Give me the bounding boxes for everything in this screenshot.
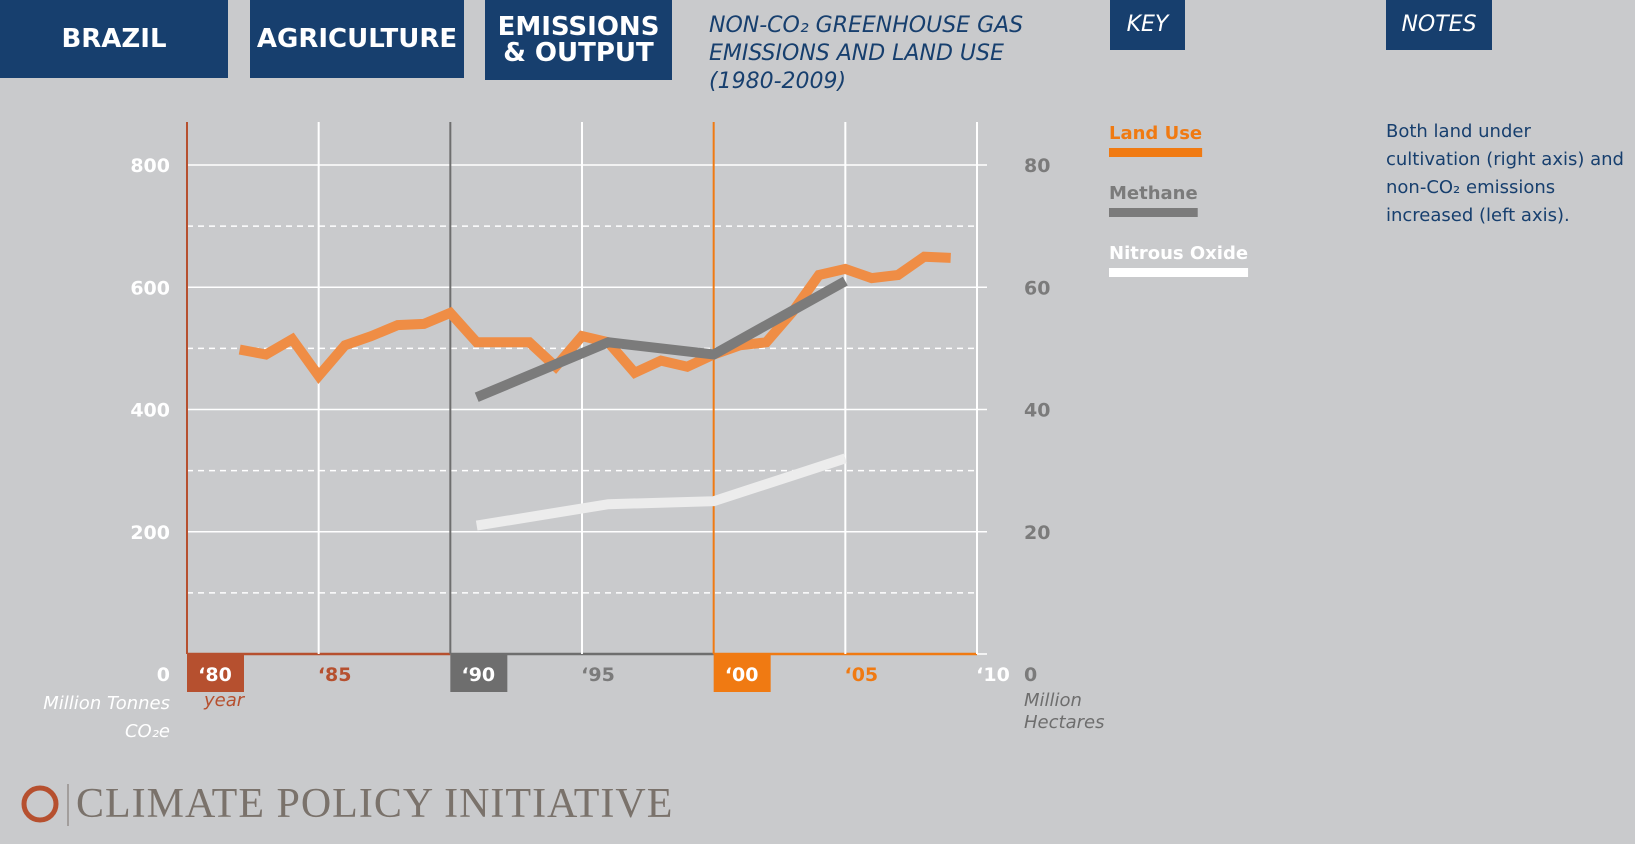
y-tick-label: 0: [157, 664, 170, 686]
legend-label: Land Use: [1109, 123, 1202, 144]
logo-text: CLIMATE POLICY INITIATIVE: [76, 781, 674, 827]
y2-tick-label: 40: [1024, 400, 1050, 422]
chart-title: NON-CO₂ GREENHOUSE GAS EMISSIONS AND LAN…: [709, 13, 1024, 94]
tab: AGRICULTURE: [250, 0, 464, 78]
x-tick-label: ‘10: [976, 664, 1010, 686]
x-tick-label: ‘80: [198, 664, 232, 686]
x-tick-label: ‘05: [844, 664, 878, 686]
y2-tick-label: 20: [1024, 522, 1050, 544]
y-tick-label: 600: [130, 277, 170, 299]
key-title: KEY: [1110, 0, 1185, 50]
x-tick-box: [713, 654, 771, 692]
notes-text: Both land under cultivation (right axis)…: [1386, 121, 1624, 226]
y2-tick-label: 80: [1024, 155, 1050, 177]
y-tick-label: 200: [130, 522, 170, 544]
legend-swatch: [1109, 148, 1203, 157]
tab: BRAZIL: [0, 0, 228, 78]
notes-title: NOTES: [1386, 0, 1492, 50]
y-axis-label: Million Tonnes CO₂e: [43, 693, 170, 742]
data-line: [238, 251, 951, 384]
legend-swatch: [1109, 268, 1249, 277]
data-line: [475, 453, 847, 531]
y-tick-label: 800: [130, 155, 170, 177]
logo-icon: [21, 785, 59, 823]
x-tick-label: ‘95: [581, 664, 615, 686]
y2-tick-label: 60: [1024, 277, 1050, 299]
y-tick-label: 400: [130, 400, 170, 422]
x-tick-label: ‘90: [461, 664, 495, 686]
legend-label: Nitrous Oxide: [1109, 243, 1248, 264]
y2-axis-label: Million Hectares: [1024, 690, 1105, 733]
x-tick-box: [187, 654, 244, 692]
x-tick-box: [450, 654, 508, 692]
y2-tick-label: 0: [1024, 664, 1037, 686]
tab: EMISSIONS & OUTPUT: [485, 0, 672, 80]
legend-swatch: [1109, 208, 1198, 217]
data-line: [474, 276, 848, 402]
legend-label: Methane: [1109, 183, 1198, 204]
x-tick-label: ‘85: [318, 664, 352, 686]
x-tick-label: ‘00: [725, 664, 759, 686]
x-axis-label: year: [204, 690, 245, 711]
